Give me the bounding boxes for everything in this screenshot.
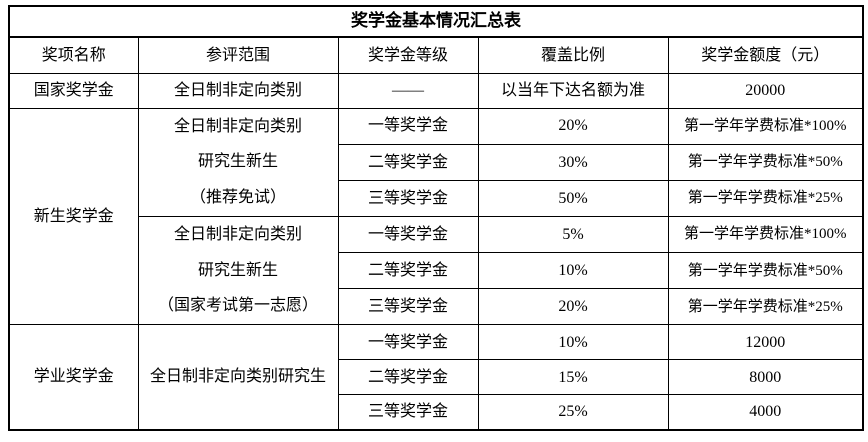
coverage-cell: 以当年下达名额为准 — [477, 72, 669, 109]
coverage-cell: 10% — [477, 324, 669, 361]
table-row: 学业奖学金 全日制非定向类别研究生 一等奖学金 10% 12000 — [8, 324, 864, 431]
amount-cell: 第一学年学费标准*25% — [667, 179, 864, 217]
award-name-cell: 国家奖学金 — [8, 72, 139, 109]
table-row: 三等奖学金 50% 第一学年学费标准*25% — [9, 179, 864, 217]
amount-cell: 12000 — [667, 324, 864, 361]
level-cell: 二等奖学金 — [337, 252, 479, 290]
scope-cell: 全日制非定向类别 研究生新生 （国家考试第一志愿） — [137, 215, 339, 326]
table-row: 国家奖学金 全日制非定向类别 —— 以当年下达名额为准 20000 — [8, 72, 864, 109]
scope-line: 研究生新生 — [197, 261, 278, 279]
scope-line: （国家考试第一志愿） — [157, 297, 318, 315]
scope-line: （推荐免试） — [189, 189, 286, 207]
level-cell: —— — [337, 72, 479, 109]
amount-cell: 第一学年学费标准*50% — [667, 143, 864, 181]
amount-cell: 8000 — [667, 359, 864, 396]
scope-line: 全日制非定向类别 — [173, 225, 302, 243]
table-row: 二等奖学金 15% 8000 — [9, 359, 864, 396]
coverage-cell: 20% — [477, 107, 669, 145]
scope-cell: 全日制非定向类别 — [137, 72, 339, 109]
level-cell: 二等奖学金 — [337, 143, 479, 181]
table-row: 三等奖学金 25% 4000 — [9, 394, 864, 431]
amount-cell: 第一学年学费标准*100% — [667, 107, 864, 145]
amount-cell: 第一学年学费标准*50% — [667, 252, 864, 290]
col-header-award-name: 奖项名称 — [8, 36, 139, 74]
col-header-level: 奖学金等级 — [337, 36, 479, 74]
col-header-coverage: 覆盖比例 — [477, 36, 669, 74]
col-header-scope: 参评范围 — [137, 36, 339, 74]
coverage-cell: 25% — [477, 394, 669, 431]
level-cell: 一等奖学金 — [337, 107, 479, 145]
table-row: 新生奖学金 全日制非定向类别 研究生新生 （推荐免试） 一等奖学金 20% 第一… — [8, 107, 864, 326]
amount-cell: 4000 — [667, 394, 864, 431]
level-cell: 三等奖学金 — [337, 288, 479, 326]
award-name-cell: 新生奖学金 — [8, 107, 139, 326]
coverage-cell: 20% — [477, 288, 669, 326]
coverage-cell: 15% — [477, 359, 669, 396]
scope-cell: 全日制非定向类别研究生 — [137, 324, 339, 431]
amount-cell: 第一学年学费标准*100% — [667, 215, 864, 254]
table-title: 奖学金基本情况汇总表 — [8, 5, 864, 38]
level-cell: 一等奖学金 — [337, 324, 479, 361]
coverage-cell: 5% — [477, 215, 669, 254]
level-cell: 一等奖学金 — [337, 215, 479, 254]
level-cell: 三等奖学金 — [337, 394, 479, 431]
amount-cell: 第一学年学费标准*25% — [667, 288, 864, 326]
coverage-cell: 30% — [477, 143, 669, 181]
scope-line: 全日制非定向类别 — [173, 117, 302, 135]
coverage-cell: 10% — [477, 252, 669, 290]
level-cell: 二等奖学金 — [337, 359, 479, 396]
table-row: 全日制非定向类别 研究生新生 （国家考试第一志愿） 一等奖学金 5% 第一学年学… — [9, 215, 864, 326]
table-title-row: 奖学金基本情况汇总表 — [8, 5, 864, 38]
table-row: 三等奖学金 20% 第一学年学费标准*25% — [9, 288, 864, 326]
table-row: 二等奖学金 10% 第一学年学费标准*50% — [9, 252, 864, 290]
table-row: 二等奖学金 30% 第一学年学费标准*50% — [9, 143, 864, 181]
scope-line: 研究生新生 — [197, 153, 278, 171]
col-header-amount: 奖学金额度（元） — [667, 36, 864, 74]
award-name-cell: 学业奖学金 — [8, 324, 139, 431]
level-cell: 三等奖学金 — [337, 179, 479, 217]
scholarship-summary-table: 奖学金基本情况汇总表 奖项名称 参评范围 奖学金等级 覆盖比例 奖学金额度（元）… — [8, 5, 865, 431]
table-header-row: 奖项名称 参评范围 奖学金等级 覆盖比例 奖学金额度（元） — [8, 36, 864, 74]
amount-cell: 20000 — [667, 72, 864, 109]
scope-cell: 全日制非定向类别 研究生新生 （推荐免试） — [137, 107, 339, 217]
coverage-cell: 50% — [477, 179, 669, 217]
